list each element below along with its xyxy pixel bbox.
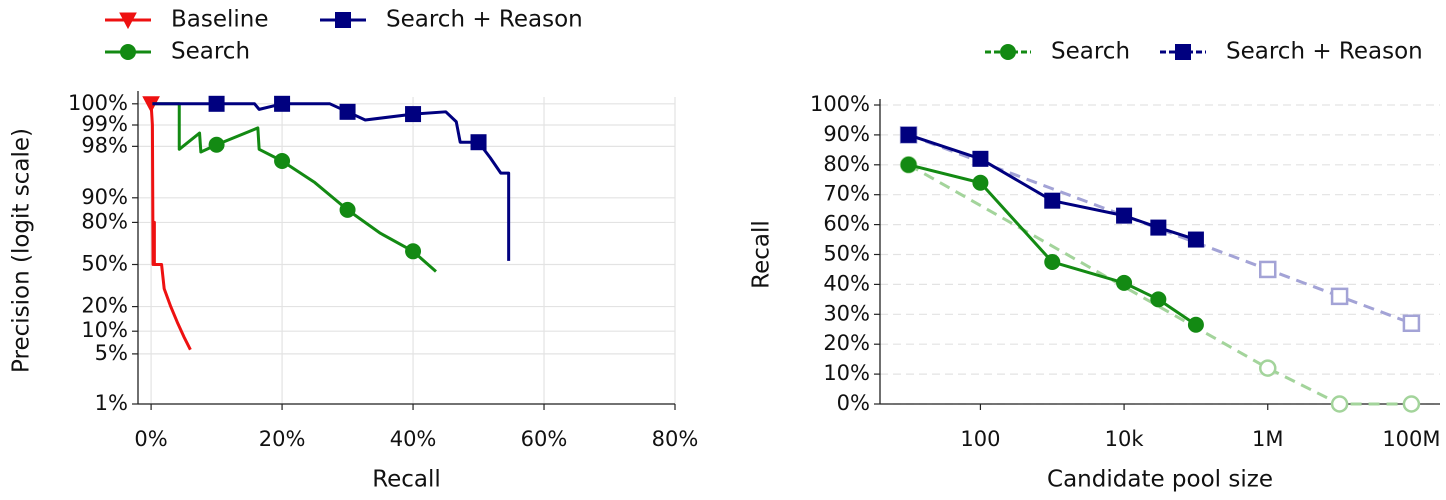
x-axis-label: Recall bbox=[372, 467, 441, 493]
data-point bbox=[405, 106, 422, 123]
y-tick-label: 0% bbox=[837, 391, 870, 415]
x-tick-label: 100 bbox=[960, 427, 1000, 451]
y-tick-label: 80% bbox=[823, 152, 870, 176]
y-tick-label: 60% bbox=[823, 212, 870, 236]
data-point bbox=[1150, 291, 1167, 308]
data-point bbox=[208, 95, 225, 112]
data-point bbox=[274, 95, 291, 112]
data-point bbox=[972, 150, 989, 167]
x-tick-label: 1M bbox=[1252, 427, 1283, 451]
data-point bbox=[339, 201, 356, 218]
series-line bbox=[152, 102, 437, 273]
legend-label: Search bbox=[171, 39, 250, 65]
y-tick-label: 70% bbox=[823, 182, 870, 206]
y-tick-label: 20% bbox=[823, 331, 870, 355]
y-tick-label: 100% bbox=[810, 92, 870, 116]
x-tick-label: 60% bbox=[521, 427, 568, 451]
data-point bbox=[1150, 219, 1167, 236]
data-point bbox=[208, 136, 225, 153]
legend-label: Search + Reason bbox=[386, 7, 583, 33]
legend-marker bbox=[335, 12, 351, 28]
y-tick-label: 30% bbox=[823, 301, 870, 325]
series-line bbox=[152, 102, 511, 261]
legend-marker bbox=[1175, 44, 1191, 60]
data-point bbox=[972, 174, 989, 191]
y-tick-label: 1% bbox=[95, 391, 128, 415]
data-point bbox=[1402, 395, 1421, 413]
y-tick-label: 50% bbox=[823, 242, 870, 266]
data-point bbox=[339, 103, 356, 120]
y-tick-label: 98% bbox=[81, 133, 128, 157]
x-tick-label: 100M bbox=[1382, 427, 1440, 451]
data-point bbox=[900, 126, 917, 143]
data-point bbox=[1330, 395, 1349, 413]
y-tick-label: 10% bbox=[81, 318, 128, 342]
series-line bbox=[908, 133, 1412, 325]
y-axis-label: Precision (logit scale) bbox=[9, 128, 35, 373]
y-tick-label: 90% bbox=[823, 122, 870, 146]
legend-label: Search bbox=[1051, 39, 1130, 65]
x-tick-label: 10k bbox=[1105, 427, 1145, 451]
data-point bbox=[1187, 231, 1204, 248]
legend-marker bbox=[119, 12, 137, 30]
data-point bbox=[1116, 274, 1133, 291]
x-tick-label: 40% bbox=[390, 427, 437, 451]
legend-marker bbox=[1000, 44, 1016, 60]
legend-marker bbox=[120, 44, 136, 60]
data-point bbox=[1258, 359, 1277, 377]
y-tick-label: 10% bbox=[823, 361, 870, 385]
y-axis-label: Recall bbox=[749, 220, 775, 289]
data-point bbox=[470, 134, 487, 151]
data-point bbox=[1402, 314, 1421, 333]
data-point bbox=[274, 152, 291, 169]
y-tick-label: 99% bbox=[81, 112, 128, 136]
data-point bbox=[1116, 207, 1133, 224]
series-line bbox=[907, 163, 1412, 406]
data-point bbox=[1258, 260, 1277, 279]
y-tick-label: 40% bbox=[823, 271, 870, 295]
data-point bbox=[405, 243, 422, 260]
x-tick-label: 80% bbox=[652, 427, 699, 451]
data-point bbox=[1330, 287, 1349, 306]
y-tick-label: 5% bbox=[95, 341, 128, 365]
data-point bbox=[900, 156, 917, 173]
y-tick-label: 90% bbox=[81, 185, 128, 209]
data-point bbox=[1187, 316, 1204, 333]
data-point bbox=[1044, 253, 1061, 270]
data-point bbox=[1044, 192, 1061, 209]
x-tick-label: 20% bbox=[259, 427, 306, 451]
x-axis-label: Candidate pool size bbox=[1047, 467, 1273, 493]
y-tick-label: 100% bbox=[68, 91, 128, 115]
y-tick-label: 80% bbox=[81, 209, 128, 233]
y-tick-label: 50% bbox=[81, 252, 128, 276]
legend-label: Baseline bbox=[171, 7, 269, 33]
y-tick-label: 20% bbox=[81, 294, 128, 318]
series-line bbox=[149, 103, 192, 351]
x-tick-label: 0% bbox=[134, 427, 167, 451]
legend-label: Search + Reason bbox=[1226, 39, 1423, 65]
